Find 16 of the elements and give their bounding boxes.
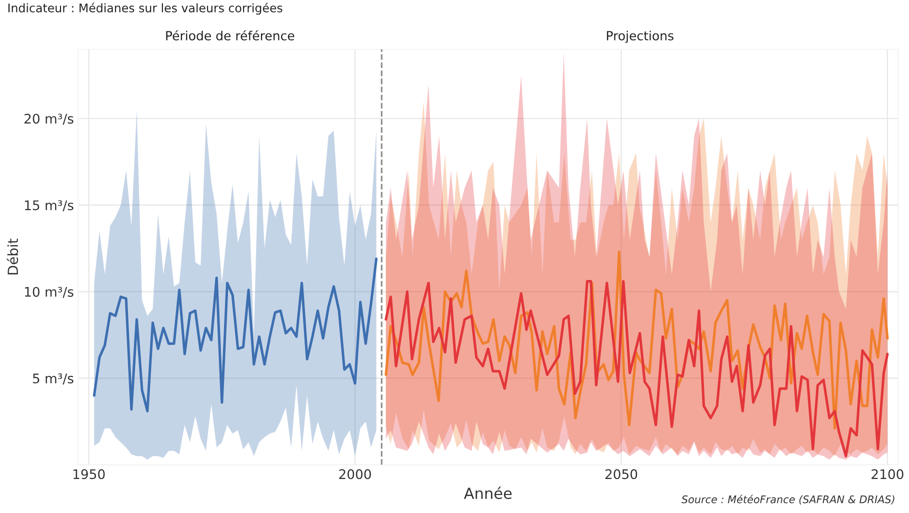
x-tick-label: 2100 bbox=[872, 469, 904, 480]
x-tick-label: 2050 bbox=[605, 469, 638, 480]
source-note: Source : MétéoFrance (SAFRAN & DRIAS) bbox=[681, 494, 894, 505]
x-tick-label: 1950 bbox=[73, 469, 105, 480]
chart-subtitle: Indicateur : Médianes sur les valeurs corrigées bbox=[8, 2, 282, 15]
text: Période de référence bbox=[166, 30, 294, 40]
x-axis-title: Année bbox=[464, 486, 512, 500]
y-tick-label: 15 m³/s bbox=[25, 200, 74, 212]
line-series bbox=[384, 280, 889, 458]
y-tick-label: 10 m³/s bbox=[25, 286, 74, 298]
y-tick-label: 5 m³/s bbox=[32, 373, 74, 384]
y-tick-label: 20 m³/s bbox=[24, 114, 74, 125]
text: Projections bbox=[606, 30, 674, 43]
line-series bbox=[92, 257, 378, 412]
y-axis-title: Débit bbox=[6, 238, 18, 274]
x-tick-label: 2000 bbox=[339, 469, 371, 480]
